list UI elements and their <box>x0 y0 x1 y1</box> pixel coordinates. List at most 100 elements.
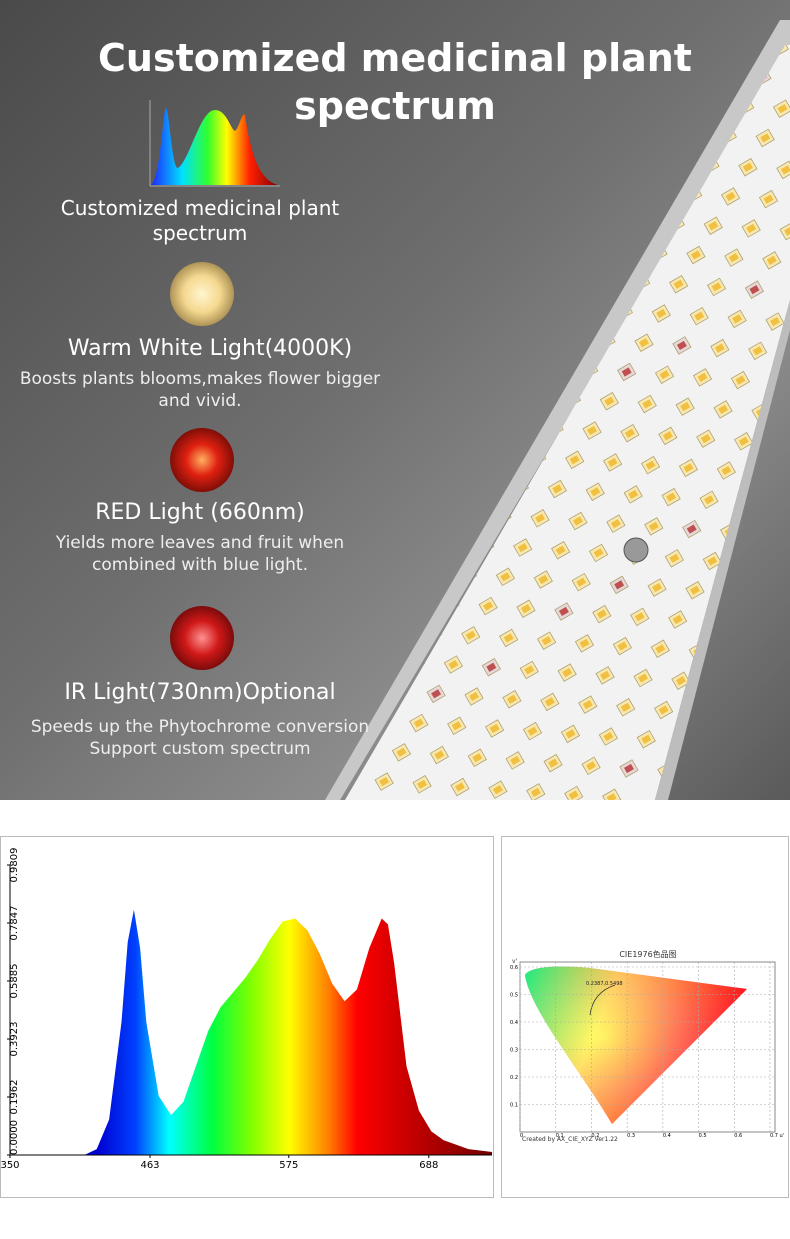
cie-y-tick-label: 0.3 <box>510 1048 518 1054</box>
led-chip <box>639 338 649 348</box>
feature-description: Boosts plants blooms,makes flower bigger… <box>19 369 381 411</box>
led-chip <box>745 559 756 569</box>
cie-y-tick-label: 0.6 <box>510 965 518 971</box>
feature-description: Yields more leaves and fruit when combin… <box>55 533 345 575</box>
led-chip <box>521 604 531 614</box>
led-chip <box>469 691 479 702</box>
led <box>778 557 790 576</box>
led-chip <box>503 633 514 643</box>
led-chip <box>683 463 694 473</box>
led-chip <box>770 316 781 327</box>
led-chip <box>465 630 476 640</box>
led-chip <box>530 787 541 797</box>
led <box>712 735 732 754</box>
led-chip <box>673 279 684 289</box>
cie-x-tick-label: 0.2 <box>591 1133 599 1139</box>
spectrum-area <box>84 909 492 1155</box>
led-chip <box>728 253 739 263</box>
led-chip <box>552 484 563 494</box>
y-tick-label: 0.5885 <box>9 964 20 999</box>
led <box>726 644 746 664</box>
led-chip <box>694 311 705 321</box>
led-chip <box>680 402 691 412</box>
led-chip <box>731 649 742 659</box>
led-chip <box>760 133 771 143</box>
led-chip <box>766 255 777 265</box>
led <box>757 525 778 544</box>
led <box>740 554 760 573</box>
led-chip <box>738 436 749 446</box>
led-chip <box>700 434 711 444</box>
led-chip <box>742 162 753 172</box>
led <box>771 434 790 454</box>
led-chip <box>624 763 634 774</box>
led-chip <box>604 396 615 406</box>
led-chip <box>732 314 743 324</box>
cie-y-axis-label: v' <box>512 958 518 965</box>
feature-title: RED Light (660nm) <box>95 500 305 525</box>
page-title: Customized medicinal plant spectrum <box>98 36 692 128</box>
led-chip <box>565 729 576 739</box>
red-icon <box>170 428 234 492</box>
led-chip <box>517 542 528 553</box>
led-chip <box>576 577 587 587</box>
led-chip <box>572 516 583 526</box>
led-chip <box>690 250 701 260</box>
cie-footer: Created by AX_CIE_XYZ Ver1.22 <box>522 1136 618 1143</box>
led-chip <box>718 404 729 414</box>
led-chip <box>600 670 611 680</box>
led-chip <box>748 620 759 630</box>
cie-point-label: 0.2387,0.5498 <box>586 981 623 987</box>
cie-x-tick-label: 0.3 <box>627 1133 635 1139</box>
led-chip <box>762 529 773 540</box>
panel-frame <box>325 20 790 800</box>
led-chip <box>535 513 546 523</box>
led-chip <box>655 644 666 654</box>
led-chip <box>510 755 521 766</box>
led-chip <box>697 372 708 382</box>
cie-x-tick-label: 0.1 <box>556 1133 564 1139</box>
led-chip <box>659 370 670 380</box>
led-chip <box>614 580 625 590</box>
led-chip <box>656 308 667 319</box>
led-chip <box>783 561 790 572</box>
led-chip <box>448 659 459 670</box>
led-chip <box>544 697 555 707</box>
led-chip <box>735 375 746 385</box>
led-chip <box>676 340 687 351</box>
led-chip <box>727 588 738 598</box>
y-tick-label: 0.9809 <box>9 848 20 883</box>
led-chip <box>610 519 621 529</box>
led-chip <box>620 702 631 712</box>
cie-x-tick-label: 0 <box>520 1133 523 1139</box>
feature-description: Speeds up the Phytochrome conversion Sup… <box>30 717 370 759</box>
x-tick-label: 350 <box>0 1160 19 1171</box>
cie-y-tick-label: 0.2 <box>510 1075 518 1081</box>
cie-y-tick-label: 0.1 <box>510 1103 518 1109</box>
led-chip <box>749 285 760 295</box>
led-chip <box>713 678 724 689</box>
led-chip <box>707 556 718 566</box>
hero: Customized medicinal plant spectrum Cust… <box>0 0 790 800</box>
y-tick-label: 0.0000 <box>9 1120 20 1155</box>
led-chip <box>642 399 653 409</box>
led-chip <box>690 585 700 595</box>
cie-x-tick-label: 0.5 <box>699 1133 707 1139</box>
led-chip <box>662 431 673 441</box>
led-chip <box>777 104 788 114</box>
led-chip <box>569 455 580 465</box>
led-chip <box>779 500 790 510</box>
cie-y-tick-label: 0.4 <box>510 1020 518 1026</box>
led <box>761 586 781 605</box>
led-chip <box>624 428 635 438</box>
feature-title: Warm White Light(4000K) <box>67 336 353 361</box>
led-chip <box>780 165 790 175</box>
y-tick-label: 0.3923 <box>9 1022 20 1057</box>
y-tick-label: 0.1962 <box>9 1079 20 1114</box>
led <box>775 495 790 515</box>
warm-white-icon <box>170 262 234 326</box>
cie-title: CIE1976色品图 <box>619 949 676 959</box>
led-chip <box>451 721 462 731</box>
led-chip <box>603 731 614 742</box>
x-tick-label: 575 <box>279 1160 298 1171</box>
